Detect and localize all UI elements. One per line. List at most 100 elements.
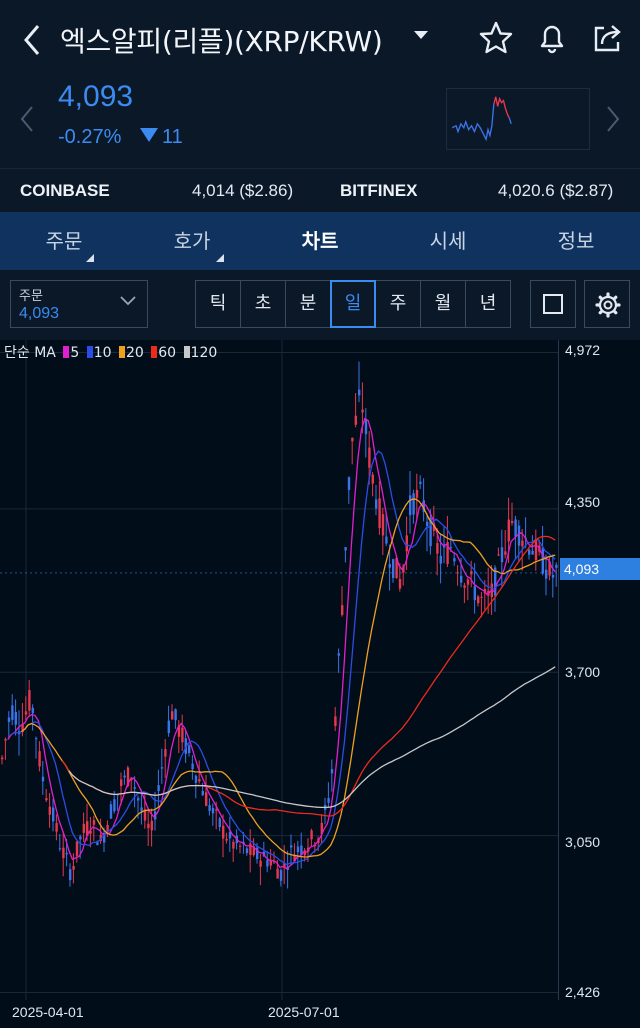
y-tick-label: 4,972 [565, 342, 601, 358]
period-month-button[interactable]: 월 [420, 280, 466, 328]
candle-body [45, 798, 48, 801]
candle-body [354, 415, 357, 425]
candle-body [412, 493, 415, 515]
candle-body [290, 845, 293, 848]
tab-order[interactable]: 주문 [0, 212, 128, 270]
ma5-label: 5 [70, 345, 80, 361]
candle-body [555, 564, 558, 568]
candle-body [184, 738, 187, 754]
share-icon[interactable] [590, 20, 626, 56]
candle-body [79, 836, 82, 840]
change-percent: -0.27% [58, 126, 122, 148]
period-second-button[interactable]: 초 [240, 280, 286, 328]
prev-asset-chevron-icon[interactable] [18, 104, 36, 134]
price-summary: 4,093 -0.27% 11 [0, 76, 640, 168]
candle-body [473, 586, 476, 601]
candle-body [334, 716, 337, 726]
period-week-button[interactable]: 주 [375, 280, 421, 328]
candle-body [82, 823, 85, 833]
fullscreen-button[interactable] [530, 280, 576, 328]
submenu-corner-icon [86, 254, 94, 262]
candle-body [422, 500, 425, 512]
favorite-star-icon[interactable] [478, 20, 514, 56]
candle-body [171, 711, 174, 720]
candle-body [28, 690, 31, 711]
ma-legend: 단순 MA 5 10 20 60 120 [4, 342, 217, 362]
ma10-line [10, 450, 556, 866]
candle-body [109, 804, 113, 819]
change-amount: 11 [162, 126, 183, 148]
candle-body [106, 824, 109, 832]
candle-body [215, 809, 218, 811]
price-chart[interactable]: 단순 MA 5 10 20 60 120 4,972 4,350 3,700 3… [0, 340, 640, 1028]
exchange-prices: COINBASE 4,014 ($2.86) BITFINEX 4,020.6 … [0, 168, 640, 212]
candle-body [313, 844, 317, 847]
candle-body [480, 596, 483, 598]
period-tick-button[interactable]: 틱 [195, 280, 241, 328]
tab-orderbook[interactable]: 호가 [128, 212, 256, 270]
next-asset-chevron-icon[interactable] [604, 104, 622, 134]
candle-body [514, 519, 517, 537]
ma120-line [68, 666, 556, 809]
candle-body [225, 838, 228, 841]
candle-body [463, 585, 466, 588]
candle-body [443, 545, 446, 548]
candle-body [38, 751, 41, 767]
chart-toolbar: 주문 4,093 틱 초 분 일 주 월 년 [0, 270, 640, 340]
candle-body [385, 536, 388, 544]
asset-title[interactable]: 엑스알피(리플)(XRP/KRW) [60, 25, 383, 58]
settings-button[interactable] [584, 280, 630, 328]
candle-body [228, 831, 232, 839]
candle-body [35, 738, 38, 740]
y-tick-label: 3,700 [565, 664, 601, 680]
candle-body [378, 498, 381, 529]
candle-body [123, 775, 126, 778]
candle-body [330, 769, 334, 774]
mini-price-chart[interactable] [446, 88, 590, 150]
candle-body [218, 818, 221, 828]
candle-body [58, 848, 62, 850]
candle-body [52, 807, 55, 822]
candle-body [208, 805, 211, 811]
ma120-swatch [183, 346, 190, 358]
candle-body [497, 554, 500, 556]
square-icon [543, 294, 563, 314]
candle-body [198, 779, 201, 782]
candle-body [402, 566, 405, 573]
candle-body [534, 539, 538, 561]
candle-body [436, 543, 439, 554]
change-amount-group: 11 [140, 126, 183, 149]
candle-body [361, 409, 364, 413]
period-minute-button[interactable]: 분 [285, 280, 331, 328]
candle-body [439, 555, 442, 564]
tab-market[interactable]: 시세 [384, 212, 512, 270]
candlestick-chart[interactable] [0, 340, 640, 1028]
x-tick-label: 2025-07-01 [268, 1004, 340, 1020]
candle-body [62, 847, 65, 859]
candle-body [456, 572, 459, 574]
back-arrow-icon[interactable] [18, 20, 48, 60]
tab-chart[interactable]: 차트 [256, 212, 384, 270]
candle-body [188, 745, 191, 754]
y-tick-label: 2,426 [565, 984, 601, 1000]
main-tabs: 주문 호가 차트 시세 정보 [0, 212, 640, 270]
tab-info[interactable]: 정보 [512, 212, 640, 270]
candle-body [419, 481, 422, 485]
candle-body [211, 808, 215, 814]
candle-body [194, 775, 198, 783]
candle-body [48, 806, 51, 815]
candle-body [351, 437, 354, 442]
title-dropdown-icon[interactable] [414, 31, 428, 39]
candle-body [65, 852, 68, 855]
tab-label: 주문 [45, 229, 83, 253]
ma10-label: 10 [93, 345, 112, 361]
period-year-button[interactable]: 년 [465, 280, 511, 328]
tab-label: 차트 [301, 229, 339, 253]
candle-body [344, 547, 347, 551]
notification-bell-icon[interactable] [534, 20, 570, 56]
y-tick-label: 3,050 [565, 834, 601, 850]
candle-body [327, 798, 330, 803]
ma5-line [7, 417, 556, 870]
order-select[interactable]: 주문 4,093 [10, 280, 148, 328]
period-day-button[interactable]: 일 [330, 280, 376, 328]
